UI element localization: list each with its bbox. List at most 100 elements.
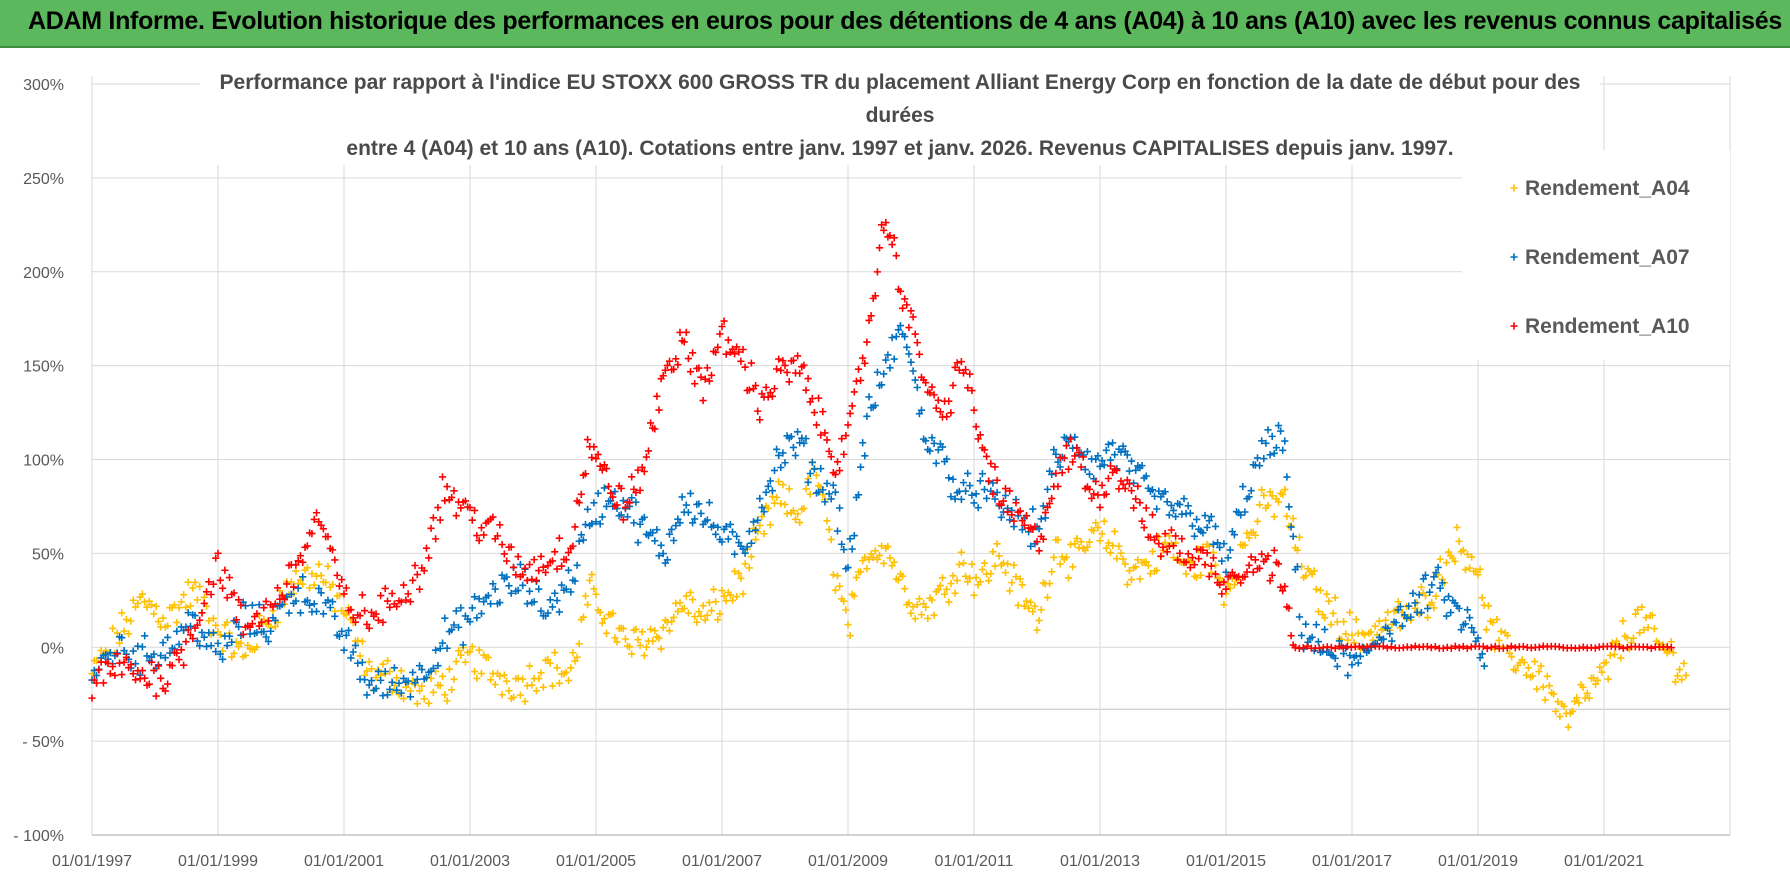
data-point [1312,585,1320,593]
data-point [794,352,802,360]
data-point [1010,561,1018,569]
data-point [722,350,730,358]
data-point [598,619,606,627]
data-point [781,500,789,509]
data-point [781,459,789,467]
data-point [535,674,543,683]
data-point [1524,664,1532,672]
data-point [473,614,481,622]
data-point [909,313,917,321]
data-point [1451,642,1459,650]
data-point [1519,642,1527,651]
data-point [386,685,394,694]
data-point [177,598,185,606]
data-point [1417,609,1425,617]
data-point [1405,602,1413,610]
data-point [892,252,900,260]
chart-title-line-1: Performance par rapport à l'indice EU ST… [219,71,1581,127]
y-tick-label: 0% [41,640,64,657]
data-point [1025,604,1033,612]
data-point [1109,542,1117,550]
data-point [777,499,785,508]
data-point [1220,540,1228,548]
data-point [475,536,483,545]
data-point [1260,491,1268,500]
data-point [418,665,426,674]
data-point [333,571,341,579]
data-point [324,533,332,541]
data-point [1575,699,1583,707]
data-point [987,459,995,468]
data-point [768,392,776,400]
data-point [335,632,344,640]
data-point [1048,470,1056,478]
data-point [150,650,158,658]
data-point [448,686,456,694]
data-point [372,673,380,682]
data-point [200,599,208,608]
data-point [999,497,1007,505]
data-point [854,365,863,373]
data-point [493,532,502,540]
legend-marker [1510,253,1518,261]
data-point [955,487,963,495]
data-point [1592,680,1600,688]
data-point [718,586,726,595]
data-point [726,591,734,599]
data-point [1245,493,1253,501]
data-point [1029,505,1037,513]
data-point [1302,620,1310,628]
data-point [383,657,392,665]
data-point [1274,560,1283,568]
data-point [406,693,415,701]
data-point [1682,671,1690,680]
data-point [470,593,479,601]
data-point [712,530,720,538]
data-point [670,365,678,373]
data-point [1224,580,1232,588]
data-point [747,539,755,547]
data-point [1046,579,1054,588]
data-point [310,581,318,589]
data-point [193,596,201,604]
data-point [1579,643,1587,651]
data-point [198,628,206,637]
data-point [530,556,538,564]
series-markers [88,218,1690,731]
data-point [273,584,282,592]
data-point [1113,554,1121,563]
data-point [1182,558,1190,566]
data-point [383,691,392,699]
data-point [509,563,518,571]
data-point [575,640,583,648]
data-point [161,687,169,695]
data-point [875,551,884,560]
data-point [1167,526,1175,534]
data-point [95,666,103,674]
data-point [621,503,629,512]
data-point [691,613,699,621]
data-point [718,538,726,546]
data-point [1478,650,1486,658]
data-point [1230,581,1238,589]
data-point [1604,675,1612,683]
data-point [899,304,907,312]
data-point [546,659,554,667]
data-point [854,491,863,499]
data-point [131,660,140,668]
data-point [964,384,972,392]
data-point [420,695,428,703]
data-point [825,490,833,498]
data-point [1117,549,1125,557]
data-point [1272,444,1280,452]
data-point [477,609,486,618]
x-tick-label: 01/01/2013 [1060,853,1140,870]
data-point [1153,532,1161,540]
data-point [255,601,263,609]
data-point [1669,649,1677,657]
data-point [555,608,563,616]
data-point [668,525,676,534]
data-point [789,356,797,364]
data-point [827,535,835,544]
data-point [1384,608,1392,616]
